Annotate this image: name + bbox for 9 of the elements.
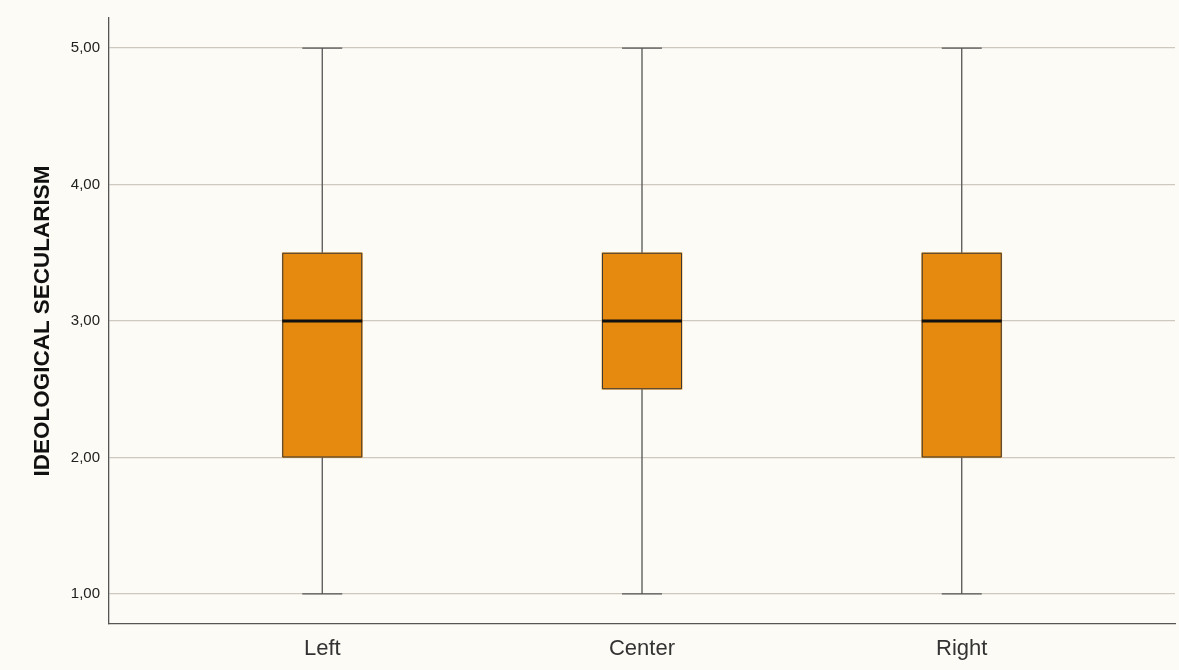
y-tick-label: 2,00 xyxy=(70,447,100,465)
x-tick-label: Center xyxy=(608,635,676,661)
y-tick-label: 4,00 xyxy=(70,174,100,192)
x-tick-label: Right xyxy=(936,635,988,661)
y-axis-title: IDEOLOGICAL SECULARISM xyxy=(28,165,54,477)
y-tick-label: 5,00 xyxy=(70,38,100,56)
x-tick-label: Left xyxy=(303,635,341,661)
y-tick-label: 3,00 xyxy=(70,311,100,329)
y-tick-label: 1,00 xyxy=(70,584,100,602)
